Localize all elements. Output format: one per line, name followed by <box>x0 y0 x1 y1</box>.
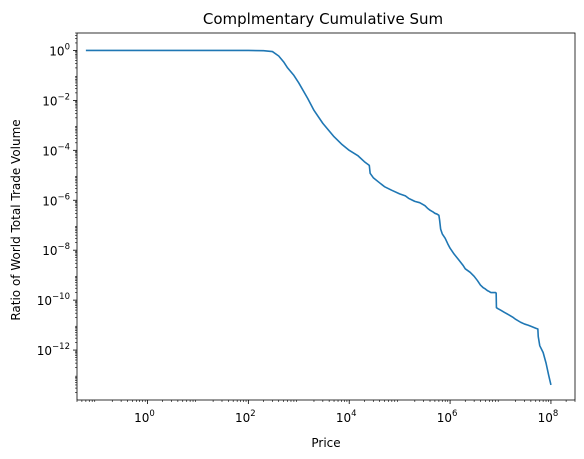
y-tick-label: 10−12 <box>37 342 70 358</box>
x-tick-label: 100 <box>134 409 155 425</box>
y-tick-label: 10−10 <box>37 292 70 308</box>
x-axis-ticks: 100 102 104 106 108 <box>76 400 576 425</box>
x-tick-label: 106 <box>437 409 458 425</box>
plot-frame <box>76 32 576 401</box>
x-axis-label: Price <box>311 436 340 450</box>
x-tick-label: 104 <box>336 409 357 425</box>
y-tick-label: 100 <box>49 42 70 58</box>
y-axis-label: Ratio of World Total Trade Volume <box>9 119 23 320</box>
y-tick-label: 10−4 <box>42 142 70 158</box>
x-tick-label: 102 <box>235 409 256 425</box>
x-tick-label: 108 <box>538 409 559 425</box>
y-tick-label: 10−2 <box>42 92 70 108</box>
y-tick-label: 10−6 <box>42 192 70 208</box>
chart-title: Complmentary Cumulative Sum <box>203 10 443 28</box>
y-axis-ticks: 100 10−2 10−4 10−6 10−8 10−10 10−12 <box>37 32 77 393</box>
plot-area: 100 102 104 106 108 100 10−2 10−4 10−6 10−8 10−10… <box>37 32 576 425</box>
y-tick-label: 10−8 <box>42 242 70 258</box>
series-line <box>85 49 552 386</box>
